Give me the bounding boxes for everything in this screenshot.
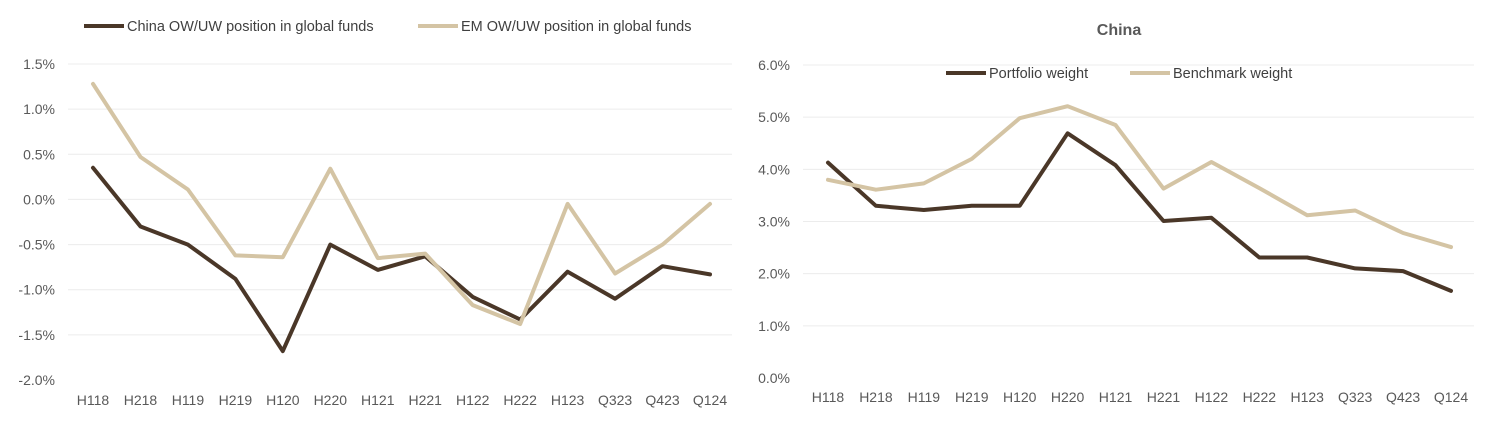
x-tick-label: H122 — [1195, 389, 1229, 405]
x-tick-label: H219 — [219, 392, 253, 408]
x-tick-label: H222 — [503, 392, 537, 408]
chart-right-gridlines — [803, 64, 1474, 327]
x-tick-label: H221 — [1147, 389, 1181, 405]
chart-right-series — [826, 104, 1453, 293]
legend-label-em: EM OW/UW position in global funds — [461, 19, 691, 35]
chart-right: China Portfolio weight Benchmark weight … — [758, 22, 1474, 405]
chart-right-y-axis: 6.0% 5.0% 4.0% 3.0% 2.0% 1.0% 0.0% — [758, 57, 790, 386]
series-line-light — [91, 81, 712, 326]
x-tick-label: Q124 — [693, 392, 727, 408]
x-tick-label: Q423 — [645, 392, 679, 408]
legend-label-portfolio: Portfolio weight — [989, 66, 1088, 82]
y-tick-label: 1.5% — [23, 56, 55, 72]
y-tick-label: -2.0% — [18, 372, 55, 388]
y-tick-label: 2.0% — [758, 266, 790, 282]
chart-left-gridlines — [68, 63, 732, 336]
y-tick-label: 6.0% — [758, 57, 790, 73]
y-tick-label: 4.0% — [758, 161, 790, 177]
x-tick-label: H123 — [1290, 389, 1324, 405]
x-tick-label: H220 — [1051, 389, 1085, 405]
chart-right-title: China — [1097, 22, 1142, 39]
x-tick-label: H122 — [456, 392, 490, 408]
x-tick-label: H119 — [172, 392, 205, 408]
x-tick-label: Q323 — [598, 392, 632, 408]
x-tick-label: H120 — [1003, 389, 1037, 405]
series-line-dark — [826, 131, 1453, 293]
legend-label-benchmark: Benchmark weight — [1173, 66, 1292, 82]
chart-left-series — [91, 81, 712, 354]
y-tick-label: 0.5% — [23, 146, 55, 162]
x-tick-label: H218 — [124, 392, 158, 408]
x-tick-label: H121 — [361, 392, 395, 408]
y-tick-label: 5.0% — [758, 109, 790, 125]
x-tick-label: H219 — [955, 389, 989, 405]
x-tick-label: H119 — [908, 389, 941, 405]
y-tick-label: 0.0% — [758, 370, 790, 386]
chart-right-legend: Portfolio weight Benchmark weight — [946, 66, 1292, 82]
chart-right-x-axis: H118 H218 H119 H219 H120 H220 H121 H221 H122 H222… — [812, 389, 1469, 405]
x-tick-label: H120 — [266, 392, 300, 408]
x-tick-label: Q323 — [1338, 389, 1372, 405]
y-tick-label: -1.0% — [18, 282, 55, 298]
chart-left: China OW/UW position in global funds EM … — [18, 19, 732, 408]
x-tick-label: Q124 — [1434, 389, 1468, 405]
x-tick-label: H121 — [1099, 389, 1133, 405]
y-tick-label: 1.0% — [23, 101, 55, 117]
x-tick-label: H222 — [1243, 389, 1277, 405]
y-tick-label: 1.0% — [758, 318, 790, 334]
x-tick-label: H123 — [551, 392, 585, 408]
x-tick-label: H221 — [408, 392, 442, 408]
chart-left-y-axis: 1.5% 1.0% 0.5% 0.0% -0.5% -1.0% -1.5% -2.0% — [18, 56, 55, 388]
y-tick-label: -1.5% — [18, 327, 55, 343]
series-line-light — [826, 104, 1453, 250]
legend-label-china: China OW/UW position in global funds — [127, 19, 374, 35]
x-tick-label: H118 — [812, 389, 845, 405]
y-tick-label: 0.0% — [23, 191, 55, 207]
chart-left-legend: China OW/UW position in global funds EM … — [84, 19, 691, 35]
chart-left-x-axis: H118 H218 H119 H219 H120 H220 H121 H221 H122 H222… — [77, 392, 728, 408]
x-tick-label: H220 — [314, 392, 348, 408]
x-tick-label: H118 — [77, 392, 110, 408]
y-tick-label: -0.5% — [18, 237, 55, 253]
series-line-dark — [91, 165, 712, 354]
x-tick-label: H218 — [859, 389, 893, 405]
x-tick-label: Q423 — [1386, 389, 1420, 405]
y-tick-label: 3.0% — [758, 214, 790, 230]
